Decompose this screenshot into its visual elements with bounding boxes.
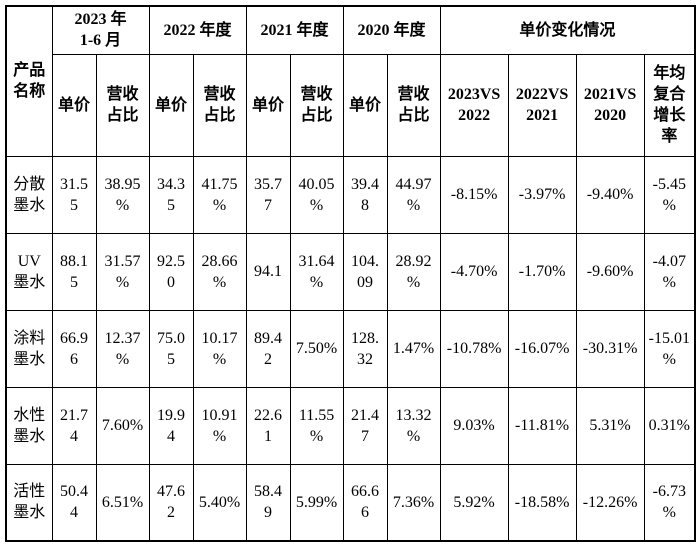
price-change-cell: 9.03% (439, 386, 509, 465)
price-change-cell: -1.70% (507, 232, 577, 311)
cagr-cell: 0.31% (643, 386, 696, 465)
cagr-cell: -5.45% (643, 155, 696, 234)
revenue-share-cell: 5.40% (192, 463, 247, 542)
header-product-name: 产品名称 (5, 5, 53, 157)
header-period-2020: 2020 年度 (342, 5, 441, 55)
header-price-change: 单价变化情况 (439, 5, 696, 55)
header-revenue-share-2021: 营收占比 (289, 53, 344, 157)
cagr-cell: -6.73% (643, 463, 696, 542)
revenue-share-cell: 5.99% (289, 463, 344, 542)
unit-price-cell: 104.09 (342, 232, 388, 311)
unit-price-cell: 34.35 (148, 155, 194, 234)
revenue-share-cell: 31.64% (289, 232, 344, 311)
product-price-table: 产品名称 2023 年 1-6 月 2022 年度 2021 年度 2020 年… (5, 5, 697, 542)
unit-price-cell: 19.94 (148, 386, 194, 465)
product-name-cell: 活性墨水 (5, 463, 53, 542)
revenue-share-cell: 7.50% (289, 309, 344, 388)
table-row-coating-ink: 涂料墨水 66.96 12.37% 75.05 10.17% 89.42 7.5… (5, 309, 696, 388)
revenue-share-cell: 10.91% (192, 386, 247, 465)
header-2021-vs-2020: 2021VS2020 (575, 53, 645, 157)
revenue-share-cell: 31.57% (95, 232, 150, 311)
header-2023-vs-2022: 2023VS2022 (439, 53, 509, 157)
unit-price-cell: 88.15 (51, 232, 97, 311)
revenue-share-cell: 28.92% (386, 232, 441, 311)
header-unit-price-2023h1: 单价 (51, 53, 97, 157)
unit-price-cell: 22.61 (245, 386, 291, 465)
price-change-cell: -30.31% (575, 309, 645, 388)
unit-price-cell: 66.66 (342, 463, 388, 542)
revenue-share-cell: 7.60% (95, 386, 150, 465)
header-revenue-share-2020: 营收占比 (386, 53, 441, 157)
revenue-share-cell: 12.37% (95, 309, 150, 388)
unit-price-cell: 66.96 (51, 309, 97, 388)
product-name-cell: UV墨水 (5, 232, 53, 311)
revenue-share-cell: 41.75% (192, 155, 247, 234)
table-row-reactive-ink: 活性墨水 50.44 6.51% 47.62 5.40% 58.49 5.99%… (5, 463, 696, 542)
unit-price-cell: 128.32 (342, 309, 388, 388)
revenue-share-cell: 7.36% (386, 463, 441, 542)
product-name-cell: 涂料墨水 (5, 309, 53, 388)
price-change-cell: 5.31% (575, 386, 645, 465)
unit-price-cell: 31.55 (51, 155, 97, 234)
price-change-cell: -11.81% (507, 386, 577, 465)
price-change-cell: -4.70% (439, 232, 509, 311)
price-change-cell: 5.92% (439, 463, 509, 542)
revenue-share-cell: 28.66% (192, 232, 247, 311)
unit-price-cell: 35.77 (245, 155, 291, 234)
cagr-cell: -4.07% (643, 232, 696, 311)
header-revenue-share-2023h1: 营收占比 (95, 53, 150, 157)
revenue-share-cell: 40.05% (289, 155, 344, 234)
price-change-cell: -18.58% (507, 463, 577, 542)
header-2022-vs-2021: 2022VS2021 (507, 53, 577, 157)
price-change-cell: -9.40% (575, 155, 645, 234)
cagr-cell: -15.01% (643, 309, 696, 388)
table-row-dispersion-ink: 分散墨水 31.55 38.95% 34.35 41.75% 35.77 40.… (5, 155, 696, 234)
unit-price-cell: 39.48 (342, 155, 388, 234)
unit-price-cell: 94.1 (245, 232, 291, 311)
revenue-share-cell: 13.32% (386, 386, 441, 465)
price-change-cell: -8.15% (439, 155, 509, 234)
revenue-share-cell: 10.17% (192, 309, 247, 388)
revenue-share-cell: 44.97% (386, 155, 441, 234)
header-period-2022: 2022 年度 (148, 5, 247, 55)
header-unit-price-2021: 单价 (245, 53, 291, 157)
unit-price-cell: 50.44 (51, 463, 97, 542)
table-row-water-based-ink: 水性墨水 21.74 7.60% 19.94 10.91% 22.61 11.5… (5, 386, 696, 465)
header-unit-price-2022: 单价 (148, 53, 194, 157)
unit-price-cell: 47.62 (148, 463, 194, 542)
header-unit-price-2020: 单价 (342, 53, 388, 157)
header-period-2023h1: 2023 年 1-6 月 (51, 5, 150, 55)
unit-price-cell: 89.42 (245, 309, 291, 388)
product-name-cell: 水性墨水 (5, 386, 53, 465)
revenue-share-cell: 11.55% (289, 386, 344, 465)
unit-price-cell: 75.05 (148, 309, 194, 388)
price-change-cell: -9.60% (575, 232, 645, 311)
price-change-cell: -12.26% (575, 463, 645, 542)
table-row-uv-ink: UV墨水 88.15 31.57% 92.50 28.66% 94.1 31.6… (5, 232, 696, 311)
header-period-2021: 2021 年度 (245, 5, 344, 55)
product-name-cell: 分散墨水 (5, 155, 53, 234)
price-change-cell: -16.07% (507, 309, 577, 388)
unit-price-cell: 21.74 (51, 386, 97, 465)
unit-price-cell: 21.47 (342, 386, 388, 465)
header-cagr: 年均复合增长率 (643, 53, 696, 157)
revenue-share-cell: 6.51% (95, 463, 150, 542)
revenue-share-cell: 38.95% (95, 155, 150, 234)
revenue-share-cell: 1.47% (386, 309, 441, 388)
header-revenue-share-2022: 营收占比 (192, 53, 247, 157)
price-change-cell: -10.78% (439, 309, 509, 388)
unit-price-cell: 92.50 (148, 232, 194, 311)
unit-price-cell: 58.49 (245, 463, 291, 542)
price-change-cell: -3.97% (507, 155, 577, 234)
